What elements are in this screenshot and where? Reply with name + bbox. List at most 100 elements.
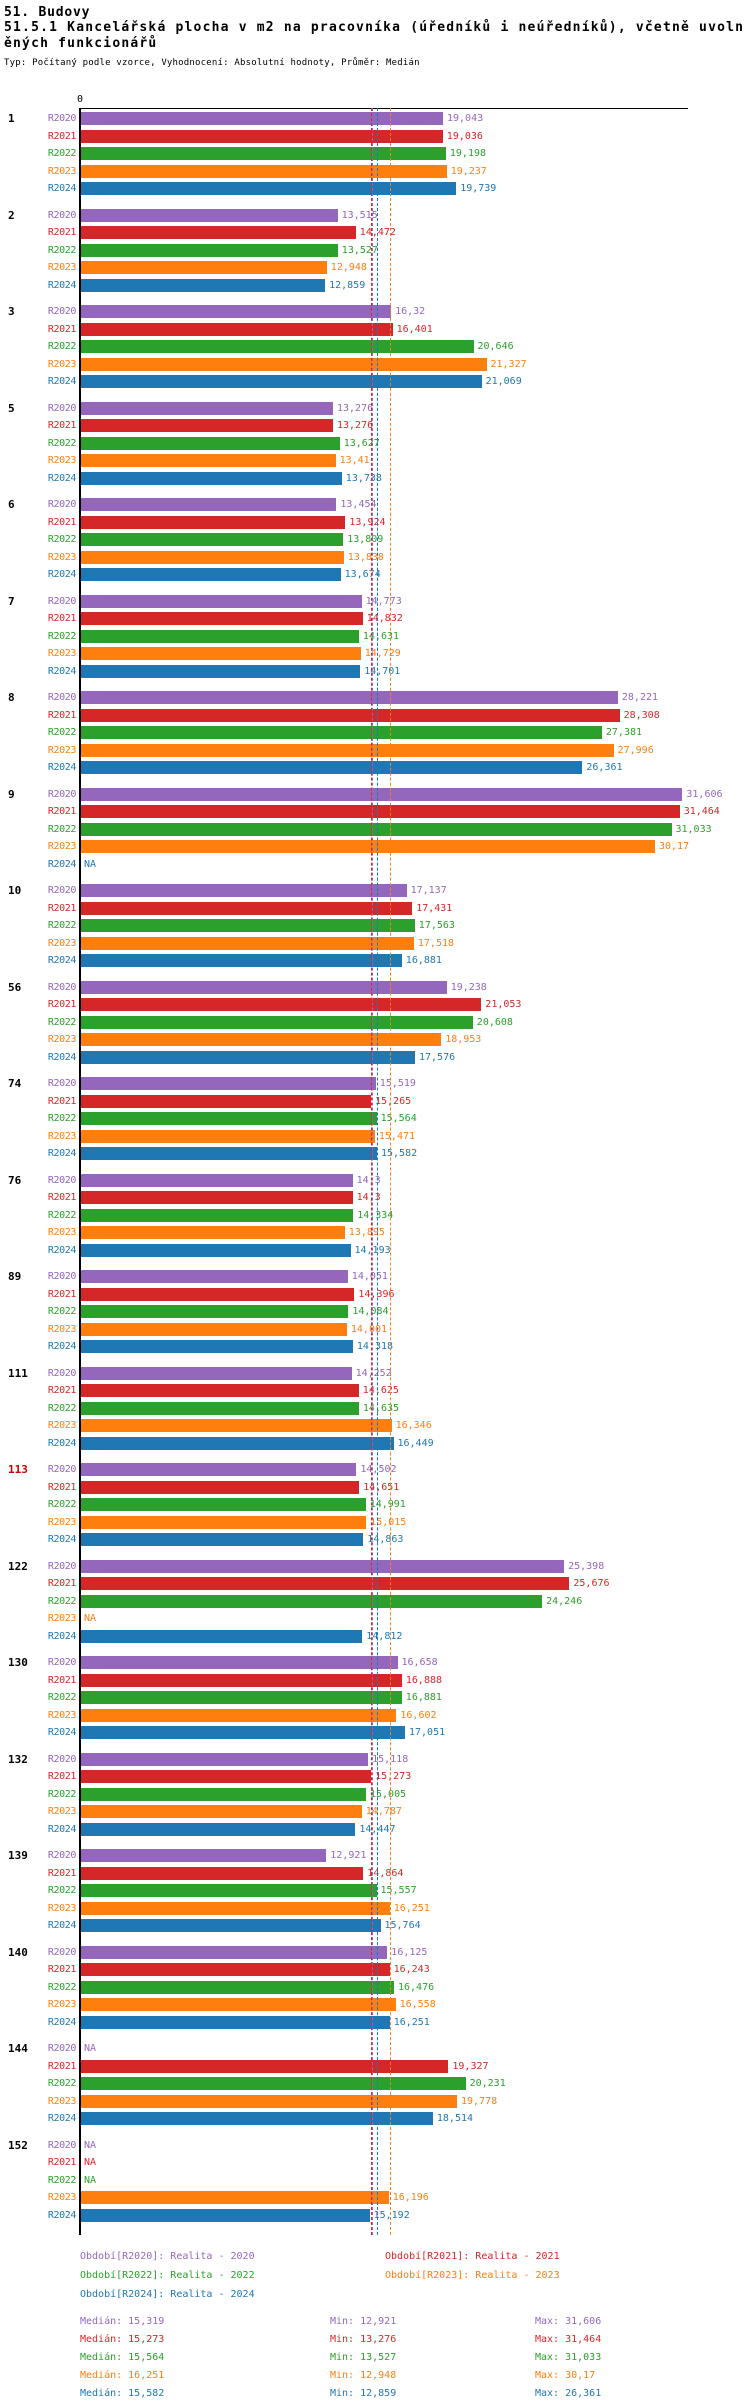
bar-value-label: 14,812 [366,1630,403,1642]
series-row-label: R2022 [47,630,77,642]
legend-item: Období[R2024]: Realita - 2024 [80,2289,255,2300]
bar-value-label: 14,001 [350,1323,388,1335]
bar-group: 9 R2020 31,606 R2021 31,464 R2022 31,033 R2023 3… [0,787,750,885]
series-row-label: R2020 [47,1850,77,1861]
series-row-label: R2020 [47,499,77,510]
bar-row: R2021 16,401 [0,322,750,336]
series-row-label: R2022 [47,727,77,738]
bar-row: R2021 14,864 [0,1866,750,1880]
stat-median: Medián: 15,319 [80,2315,165,2327]
bar-value-label: 16,602 [400,1709,437,1721]
bar-value-label: 16,449 [397,1437,434,1449]
series-row-label: R2022 [47,1113,77,1124]
legend-row: Období[R2022]: Realita - 2022 Období[R202… [80,2266,750,2285]
series-row-label: R2022 [47,1499,77,1510]
bar-row: R2023 21,327 [0,357,750,371]
bar-value-label: 14,051 [351,1271,388,1282]
bar-value-label: 15,519 [379,1078,416,1089]
na-label: NA [84,2174,97,2186]
bar-row: R2023 15,471 [0,1129,750,1143]
bar-row: R2024 14,701 [0,664,750,678]
bar-value-label: 16,251 [393,1902,430,1914]
series-row-label: R2021 [47,613,77,624]
bar-row: R2023 15,015 [0,1515,750,1529]
bar-value-label: 13,895 [348,1227,385,1238]
bar-row: 152 R2020 NA [0,2139,750,2152]
series-row-label: R2022 [47,2078,77,2089]
bar-row: R2024 16,449 [0,1436,750,1450]
bar-value-label: 14,318 [356,1341,394,1352]
bar [80,1752,369,1766]
bar-row: R2022 20,608 [0,1015,750,1029]
bar-value-label: 19,237 [450,165,487,177]
na-label: NA [84,858,97,870]
bar [80,1559,565,1573]
bar-value-label: 19,043 [447,113,484,124]
bar-value-label: 13,674 [344,569,381,580]
bar [80,1401,359,1415]
bar [80,1787,366,1801]
series-row-label: R2022 [47,1885,77,1896]
bar [80,340,474,353]
bar-row: R2021 14,651 [0,1480,750,1494]
bar-row: R2024 15,192 [0,2208,750,2222]
bar-row: R2024 19,739 [0,182,750,195]
bar [80,401,333,415]
stat-max: Max: 26,361 [535,2387,602,2399]
bar [80,147,446,160]
bar-value-label: 20,608 [476,1016,513,1028]
bar [80,112,443,125]
bar [80,1533,364,1546]
series-row-label: R2023 [47,1420,77,1431]
bar-group: 7 R2020 14,773 R2021 14,832 R2022 14,631 R2023 1… [0,594,750,692]
bar-row: 3 R2020 16,32 [0,305,750,318]
series-row-label: R2023 [47,648,77,659]
bar-group: 74 R2020 15,519 R2021 15,265 R2022 15,564 R2023… [0,1077,750,1174]
series-row-label: R2024 [47,183,77,194]
bar-row: R2021 19,036 [0,129,750,143]
bar-row: 132 R2020 15,118 [0,1752,750,1766]
bar-value-label: 21,069 [485,376,522,387]
bar [80,164,447,178]
bar [80,1726,405,1739]
group-label: 76 [8,1173,22,1187]
bar [80,419,333,432]
bar-value-label: 12,859 [329,279,366,291]
series-row-label: R2024 [47,1051,77,1063]
bar-row: R2021 15,265 [0,1094,750,1108]
series-row-label: R2022 [47,341,77,352]
bar-row: 5 R2020 13,276 [0,401,750,415]
bar-value-label: 14,396 [358,1288,395,1300]
bar [80,1822,356,1836]
series-row-label: R2022 [47,1788,77,1800]
series-row-label: R2022 [47,148,77,159]
bar-row: 76 R2020 14,3 [0,1173,750,1187]
bar-row: 7 R2020 14,773 [0,594,750,608]
series-row-label: R2021 [47,2157,77,2168]
bar-row: R2023 19,237 [0,164,750,178]
bar-row: R2021 16,243 [0,1963,750,1976]
bar [80,936,414,950]
bar [80,208,338,222]
group-label: 139 [8,1849,28,1862]
bar-value-label: 17,431 [416,902,453,914]
bar [80,1515,367,1529]
group-label: 5 [8,401,15,415]
series-row-label: R2020 [47,981,77,993]
bar [80,454,336,467]
bar-value-label: 17,563 [418,920,455,931]
bar-value-label: 13,627 [343,437,380,449]
bar-value-label: 19,036 [446,130,483,142]
bar-group: 2 R2020 13,515 R2021 14,472 R2022 13,527 R2023 1… [0,208,750,306]
bar-row: R2022 27,381 [0,726,750,739]
bar [80,1384,359,1397]
series-row-label: R2022 [47,1209,77,1221]
bar-row: 1 R2020 19,043 [0,112,750,125]
series-row-label: R2020 [47,1657,77,1668]
bar [80,1112,377,1125]
series-row-label: R2023 [47,2192,77,2203]
bar [80,1919,381,1932]
bar-row: R2021 31,464 [0,805,750,818]
series-row-label: R2020 [47,1367,77,1379]
series-row-label: R2020 [47,788,77,800]
